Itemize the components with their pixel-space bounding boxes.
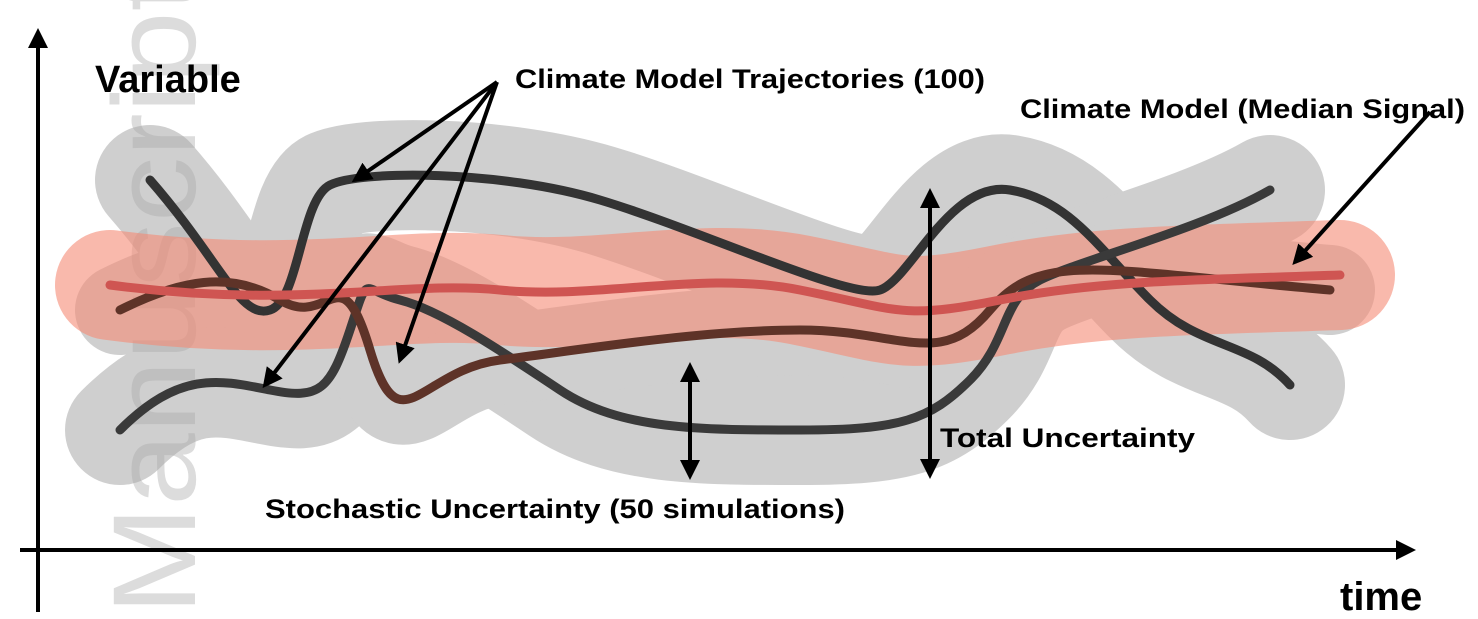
trajectory <box>115 265 1335 405</box>
stochastic-uncertainty-label: Stochastic Uncertainty (50 simulations) <box>265 494 845 524</box>
x-axis-label: time <box>1340 575 1422 619</box>
annotation-arrows <box>262 80 1432 480</box>
y-axis-label: Variable <box>95 59 241 101</box>
total-uncertainty-label: Total Uncertainty <box>940 423 1195 453</box>
median-signal <box>105 270 1345 316</box>
median-label: Climate Model (Median Signal) <box>1020 94 1465 124</box>
trajectories-label: Climate Model Trajectories (100) <box>515 64 985 94</box>
